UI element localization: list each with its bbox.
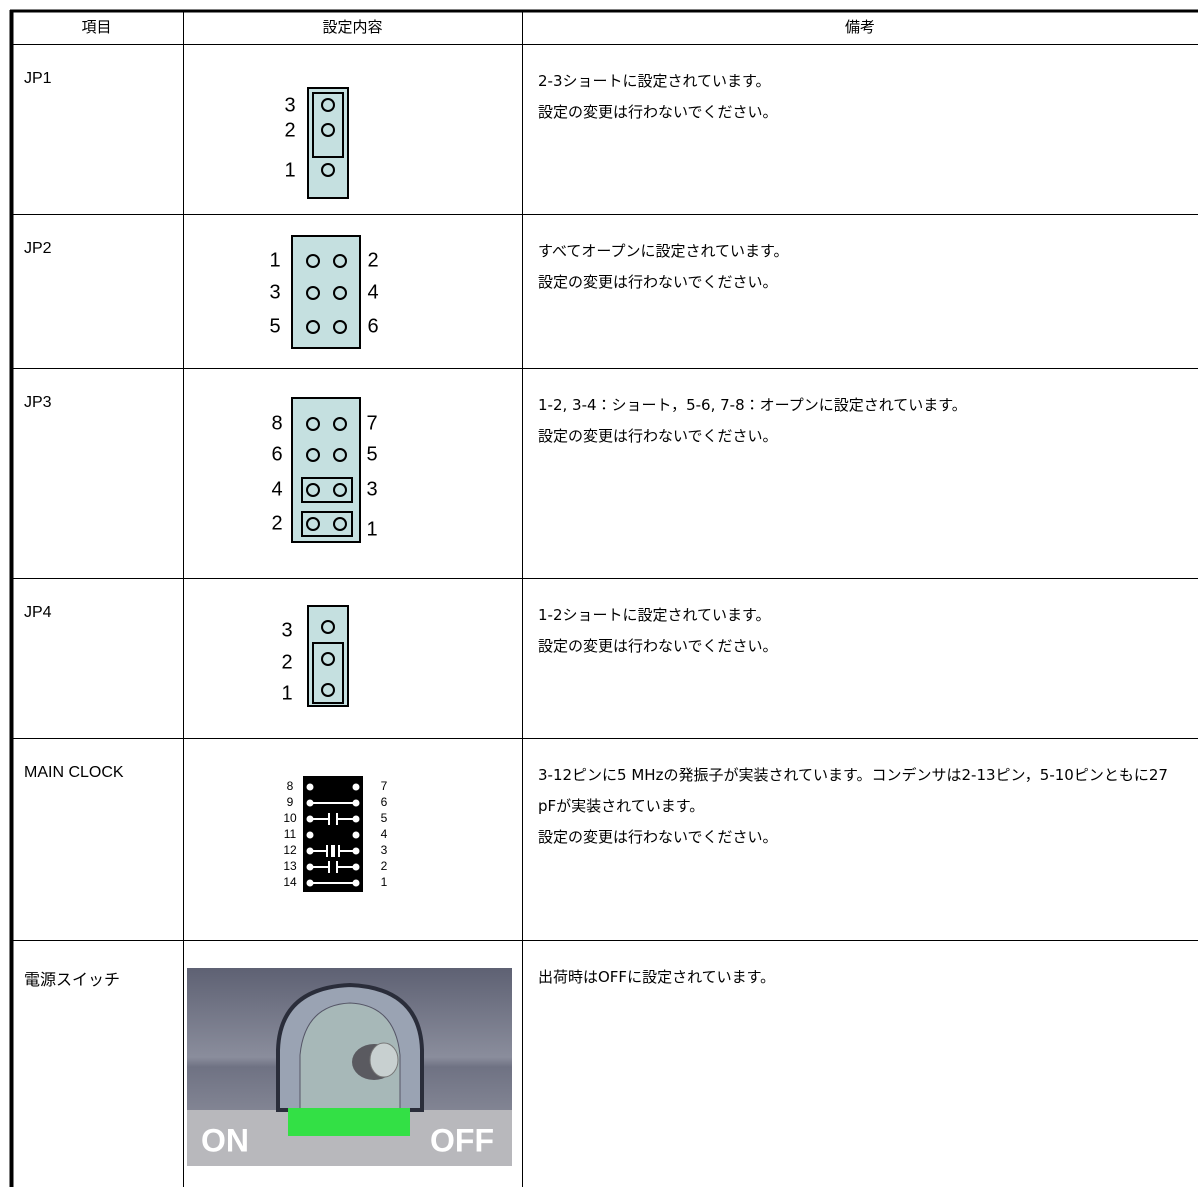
pin-label: 6 — [367, 315, 378, 337]
pin — [306, 254, 320, 268]
pin-label: 7 — [381, 779, 388, 793]
switch-knob — [299, 1002, 401, 1111]
jumper-outline — [301, 511, 353, 537]
pin-label: 4 — [367, 281, 378, 303]
jumper-outline — [312, 92, 344, 158]
pin-label: 9 — [287, 795, 294, 809]
note-text: 3-12ピンに5 MHzの発振子が実装されています。コンデンサは2-13ピン，5… — [538, 766, 1168, 815]
item-label: MAIN CLOCK — [24, 764, 124, 781]
crystal — [331, 845, 335, 857]
pin-label: 7 — [366, 412, 377, 434]
note-text: 1-2ショートに設定されています。 — [538, 606, 771, 624]
pin — [306, 417, 320, 431]
jumper-outline — [291, 397, 361, 543]
pin — [333, 286, 347, 300]
item-label: JP4 — [24, 604, 52, 621]
pin-label: 12 — [283, 843, 297, 857]
pin — [306, 517, 320, 531]
pin-label: 10 — [283, 811, 297, 825]
pin-label: 2 — [284, 119, 295, 141]
pin — [333, 448, 347, 462]
header-cell: 項目 — [81, 18, 112, 36]
pin — [306, 320, 320, 334]
pin-label: 8 — [271, 412, 282, 434]
header-cell: 備考 — [844, 18, 875, 36]
pin-label: 1 — [281, 682, 292, 704]
pin-label: 5 — [381, 811, 388, 825]
pin-label: 1 — [366, 518, 377, 540]
pin-label: 2 — [271, 512, 282, 534]
switch-lever — [369, 1042, 399, 1078]
pin — [333, 254, 347, 268]
note-text: 設定の変更は行わないでください。 — [538, 637, 778, 655]
pin — [333, 417, 347, 431]
pin — [306, 783, 314, 791]
pin-label: 4 — [271, 478, 282, 500]
pin-label: 8 — [287, 779, 294, 793]
note-text: 設定の変更は行わないでください。 — [538, 828, 778, 846]
pin-label: 14 — [283, 875, 297, 889]
pin-label: 2 — [381, 859, 388, 873]
jumper-outline — [291, 235, 361, 349]
pin-label: 1 — [269, 249, 280, 271]
pin — [306, 831, 314, 839]
jumper-outline — [307, 87, 349, 199]
pin — [321, 652, 335, 666]
pin-label: 3 — [381, 843, 388, 857]
item-label: JP3 — [24, 394, 52, 411]
pin-label: 11 — [284, 827, 297, 841]
switch-label: ON — [201, 1122, 249, 1158]
note-text: 設定の変更は行わないでください。 — [538, 427, 778, 445]
pin-label: 2 — [281, 651, 292, 673]
note-text: 2-3ショートに設定されています。 — [538, 72, 771, 90]
pin-label: 2 — [367, 249, 378, 271]
note-text: 1-2, 3-4：ショート，5-6, 7-8：オープンに設定されています。 — [538, 396, 967, 414]
pin — [321, 123, 335, 137]
pin — [321, 98, 335, 112]
note-text: すべてオープンに設定されています。 — [538, 242, 789, 260]
pin-label: 3 — [366, 478, 377, 500]
pin-label: 5 — [366, 443, 377, 465]
switch-label: OFF — [430, 1122, 494, 1158]
pin-label: 4 — [381, 827, 388, 841]
note-text: 出荷時はOFFに設定されています。 — [538, 968, 776, 986]
pin-label: 1 — [381, 875, 388, 889]
jumper-outline — [301, 477, 353, 503]
pin — [333, 483, 347, 497]
pin — [352, 831, 360, 839]
pin-label: 1 — [284, 159, 295, 181]
item-label: JP2 — [24, 240, 52, 257]
pin-label: 6 — [271, 443, 282, 465]
pin — [333, 517, 347, 531]
pin — [306, 448, 320, 462]
pin — [333, 320, 347, 334]
item-label: 電源スイッチ — [24, 972, 121, 989]
pin — [352, 783, 360, 791]
pin-label: 5 — [269, 315, 280, 337]
pin — [321, 163, 335, 177]
switch-indicator — [288, 1108, 410, 1136]
pin-label: 3 — [281, 619, 292, 641]
note-text: 設定の変更は行わないでください。 — [538, 103, 778, 121]
pin-label: 3 — [269, 281, 280, 303]
header-cell: 設定内容 — [322, 18, 383, 36]
pin — [306, 286, 320, 300]
item-label: JP1 — [24, 70, 52, 87]
jumper-outline — [312, 642, 344, 704]
pin — [306, 483, 320, 497]
pin-label: 13 — [283, 859, 297, 873]
jumper-outline — [307, 605, 349, 707]
pin — [321, 683, 335, 697]
pin — [321, 620, 335, 634]
pin-label: 6 — [381, 795, 388, 809]
pin-label: 3 — [284, 94, 295, 116]
note-text: 設定の変更は行わないでください。 — [538, 273, 778, 291]
